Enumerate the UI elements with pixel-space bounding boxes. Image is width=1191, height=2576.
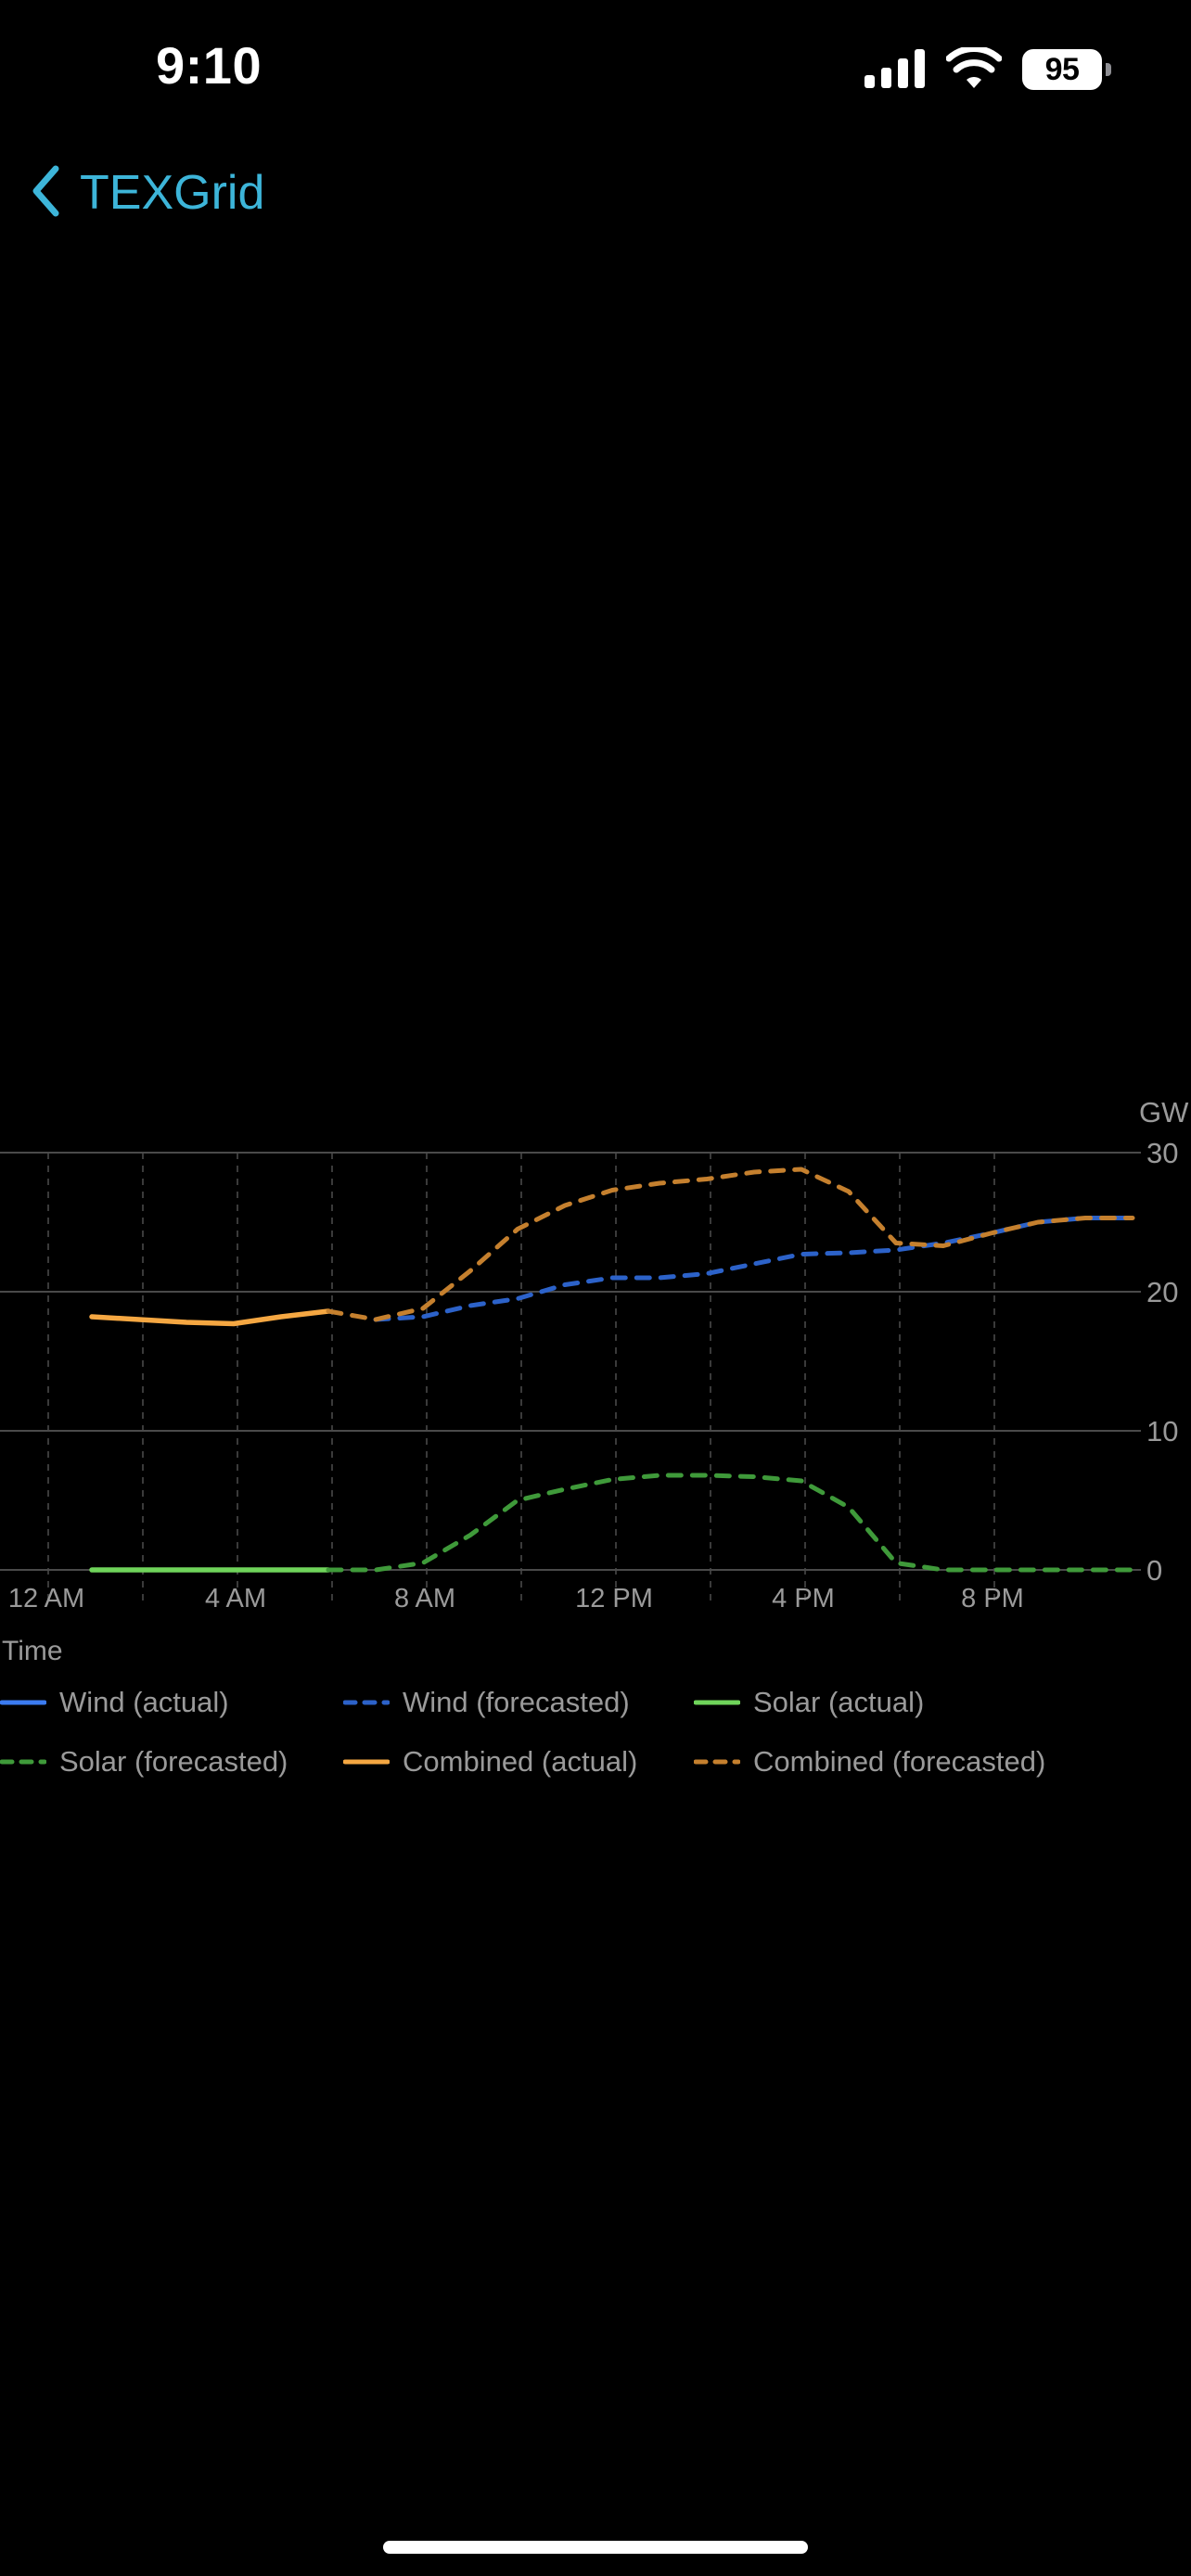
battery-level: 95 bbox=[1044, 51, 1080, 87]
x-axis-title: Time bbox=[2, 1636, 63, 1666]
legend-label: Solar (actual) bbox=[753, 1686, 925, 1718]
series-line bbox=[326, 1167, 1135, 1322]
series-line bbox=[326, 1473, 1135, 1573]
legend-item: Combined (actual) bbox=[343, 1745, 637, 1779]
legend-item: Solar (forecasted) bbox=[0, 1745, 288, 1779]
legend-label: Combined (actual) bbox=[403, 1745, 638, 1778]
status-bar: 9:10 95 bbox=[0, 0, 1191, 139]
legend-item: Solar (actual) bbox=[694, 1686, 924, 1719]
legend-swatch bbox=[343, 1757, 390, 1766]
y-tick-label: 0 bbox=[1146, 1554, 1162, 1587]
legend-item: Wind (forecasted) bbox=[343, 1686, 630, 1719]
y-tick-label: 30 bbox=[1146, 1137, 1178, 1169]
back-button[interactable]: TEXGrid bbox=[32, 158, 264, 228]
legend-label: Solar (forecasted) bbox=[59, 1745, 288, 1778]
status-indicators: 95 bbox=[864, 45, 1111, 93]
y-axis-label: GW bbox=[1139, 1096, 1189, 1129]
series-line bbox=[373, 1216, 1135, 1322]
legend-label: Wind (forecasted) bbox=[403, 1686, 630, 1718]
y-tick-label: 10 bbox=[1146, 1415, 1178, 1447]
back-button-label: TEXGrid bbox=[80, 166, 265, 220]
legend-swatch bbox=[0, 1698, 46, 1707]
legend-swatch bbox=[343, 1698, 390, 1707]
x-tick-label: 8 PM bbox=[961, 1584, 1024, 1613]
battery-icon: 95 bbox=[1022, 49, 1111, 90]
battery-nub bbox=[1106, 63, 1111, 76]
status-time: 9:10 bbox=[156, 36, 263, 95]
x-tick-label: 4 PM bbox=[772, 1584, 835, 1613]
legend-swatch bbox=[694, 1757, 740, 1766]
x-tick-label: 12 AM bbox=[8, 1584, 84, 1613]
legend-label: Combined (forecasted) bbox=[753, 1745, 1046, 1778]
cellular-signal-icon bbox=[864, 47, 926, 93]
x-tick-label: 12 PM bbox=[575, 1584, 653, 1613]
legend-item: Wind (actual) bbox=[0, 1686, 229, 1719]
x-tick-label: 8 AM bbox=[394, 1584, 455, 1613]
y-tick-label: 20 bbox=[1146, 1276, 1178, 1308]
series-line bbox=[89, 1308, 331, 1327]
legend-item: Combined (forecasted) bbox=[694, 1745, 1045, 1779]
legend-label: Wind (actual) bbox=[59, 1686, 229, 1718]
x-tick-label: 4 AM bbox=[205, 1584, 266, 1613]
legend-swatch bbox=[0, 1757, 46, 1766]
home-indicator[interactable] bbox=[383, 2541, 808, 2554]
energy-line-chart: 0 10 20 30 GW 12 AM 4 AM 8 AM 12 PM 4 PM 8 PM bbox=[0, 1096, 1189, 1613]
legend-swatch bbox=[694, 1698, 740, 1707]
chevron-left-icon bbox=[32, 165, 59, 222]
wifi-icon bbox=[945, 45, 1003, 93]
